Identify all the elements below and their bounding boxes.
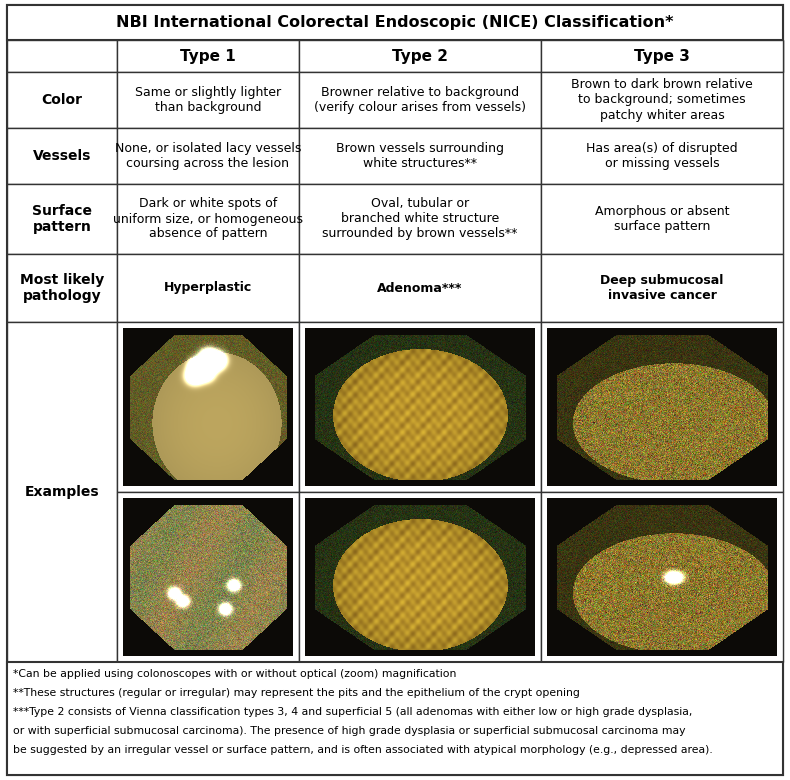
- Bar: [541, 322, 783, 492]
- Bar: [541, 128, 783, 184]
- Text: Same or slightly lighter
than background: Same or slightly lighter than background: [135, 86, 281, 114]
- Bar: [299, 492, 541, 662]
- Text: or with superficial submucosal carcinoma). The presence of high grade dysplasia : or with superficial submucosal carcinoma…: [13, 726, 686, 736]
- Text: Adenoma***: Adenoma***: [378, 282, 463, 295]
- Text: Brown vessels surrounding
white structures**: Brown vessels surrounding white structur…: [336, 142, 504, 170]
- Text: **These structures (regular or irregular) may represent the pits and the epithel: **These structures (regular or irregular…: [13, 688, 580, 698]
- Text: Most likely
pathology: Most likely pathology: [20, 273, 104, 303]
- Bar: [117, 492, 299, 662]
- Bar: [7, 128, 117, 184]
- Text: be suggested by an irregular vessel or surface pattern, and is often associated : be suggested by an irregular vessel or s…: [13, 745, 713, 755]
- Text: Type 3: Type 3: [634, 48, 690, 63]
- Bar: [7, 254, 117, 322]
- Bar: [7, 662, 783, 775]
- Bar: [299, 72, 541, 128]
- Text: Examples: Examples: [24, 485, 100, 499]
- Bar: [299, 184, 541, 254]
- Bar: [541, 72, 783, 128]
- Text: Oval, tubular or
branched white structure
surrounded by brown vessels**: Oval, tubular or branched white structur…: [322, 197, 517, 240]
- Text: *Can be applied using colonoscopes with or without optical (zoom) magnification: *Can be applied using colonoscopes with …: [13, 669, 457, 679]
- Text: Amorphous or absent
surface pattern: Amorphous or absent surface pattern: [595, 205, 729, 233]
- Bar: [7, 40, 783, 72]
- Bar: [299, 128, 541, 184]
- Bar: [117, 40, 299, 72]
- Bar: [7, 72, 117, 128]
- Bar: [7, 184, 117, 254]
- Bar: [7, 40, 117, 72]
- Text: NBI International Colorectal Endoscopic (NICE) Classification*: NBI International Colorectal Endoscopic …: [116, 15, 674, 30]
- Text: Surface
pattern: Surface pattern: [32, 204, 92, 234]
- Text: Vessels: Vessels: [33, 149, 91, 163]
- Text: Hyperplastic: Hyperplastic: [164, 282, 252, 295]
- Bar: [117, 254, 299, 322]
- Bar: [299, 254, 541, 322]
- Bar: [7, 5, 783, 40]
- Bar: [541, 184, 783, 254]
- Text: Deep submucosal
invasive cancer: Deep submucosal invasive cancer: [600, 274, 724, 302]
- Text: Type 2: Type 2: [392, 48, 448, 63]
- Text: Type 1: Type 1: [180, 48, 236, 63]
- Text: None, or isolated lacy vessels
coursing across the lesion: None, or isolated lacy vessels coursing …: [115, 142, 301, 170]
- Bar: [117, 128, 299, 184]
- Bar: [117, 184, 299, 254]
- Bar: [541, 254, 783, 322]
- Bar: [117, 72, 299, 128]
- Bar: [299, 322, 541, 492]
- Bar: [541, 492, 783, 662]
- Text: Browner relative to background
(verify colour arises from vessels): Browner relative to background (verify c…: [314, 86, 526, 114]
- Bar: [541, 40, 783, 72]
- Text: Brown to dark brown relative
to background; sometimes
patchy whiter areas: Brown to dark brown relative to backgrou…: [571, 79, 753, 122]
- Text: Has area(s) of disrupted
or missing vessels: Has area(s) of disrupted or missing vess…: [586, 142, 738, 170]
- Text: Dark or white spots of
uniform size, or homogeneous
absence of pattern: Dark or white spots of uniform size, or …: [113, 197, 303, 240]
- Bar: [7, 322, 117, 662]
- Bar: [299, 40, 541, 72]
- Bar: [117, 322, 299, 492]
- Text: Color: Color: [42, 93, 82, 107]
- Text: ***Type 2 consists of Vienna classification types 3, 4 and superficial 5 (all ad: ***Type 2 consists of Vienna classificat…: [13, 707, 692, 717]
